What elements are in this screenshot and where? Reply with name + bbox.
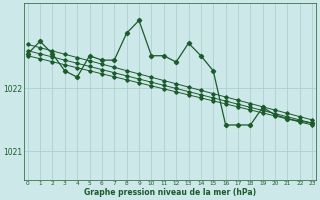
- X-axis label: Graphe pression niveau de la mer (hPa): Graphe pression niveau de la mer (hPa): [84, 188, 256, 197]
